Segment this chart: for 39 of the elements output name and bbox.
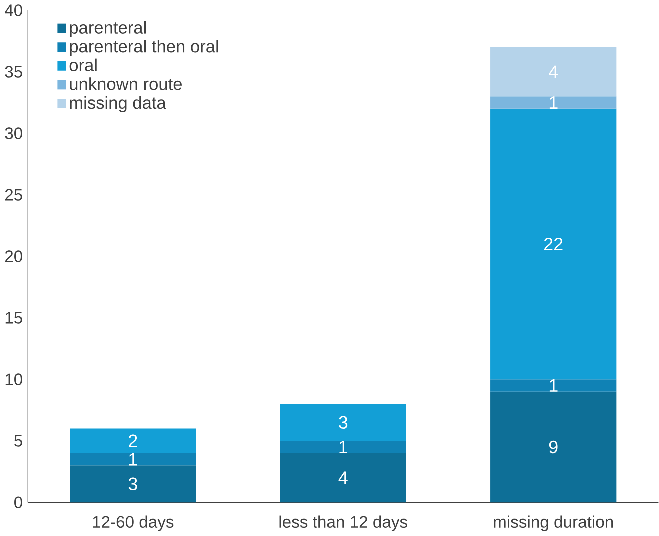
data-label: 1 xyxy=(550,96,558,109)
legend-label: missing data xyxy=(70,96,166,113)
y-tick-label: 30 xyxy=(5,128,22,140)
x-tick-label: 12-60 days xyxy=(93,516,174,532)
legend-label: unknown route xyxy=(70,78,182,90)
bar xyxy=(70,466,196,503)
y-tick-label: 0 xyxy=(14,496,22,508)
legend-label: parenteral xyxy=(70,21,146,38)
bar xyxy=(70,428,196,454)
data-label: 1 xyxy=(340,441,348,454)
bar xyxy=(490,380,617,392)
y-tick-label: 40 xyxy=(5,4,22,16)
data-label: 22 xyxy=(544,238,563,251)
y-tick-label: 5 xyxy=(14,435,22,447)
y-tick-label: 20 xyxy=(5,250,22,262)
data-label: 9 xyxy=(549,440,558,454)
data-label: 2 xyxy=(129,434,138,448)
bar xyxy=(490,392,617,503)
data-label: 1 xyxy=(130,453,138,466)
data-label: 1 xyxy=(550,380,558,392)
data-label: 3 xyxy=(339,416,348,430)
y-tick-label: 15 xyxy=(6,312,22,324)
legend-label: oral xyxy=(70,58,97,72)
bar xyxy=(280,441,406,454)
bar xyxy=(490,47,617,97)
data-label: 3 xyxy=(128,478,138,491)
bar xyxy=(490,108,617,380)
y-tick-label: 10 xyxy=(6,374,22,386)
data-label: 4 xyxy=(338,472,348,484)
bar xyxy=(70,453,196,466)
y-tick-label: 35 xyxy=(5,66,22,78)
data-label: 4 xyxy=(549,66,558,78)
legend-label: parenteral then oral xyxy=(70,40,218,56)
bar xyxy=(280,404,406,442)
x-tick-label: less than 12 days xyxy=(280,516,408,532)
y-tick-label: 25 xyxy=(5,189,22,201)
bar xyxy=(280,453,406,503)
x-tick-label: missing duration xyxy=(494,516,614,532)
bar xyxy=(490,96,617,109)
